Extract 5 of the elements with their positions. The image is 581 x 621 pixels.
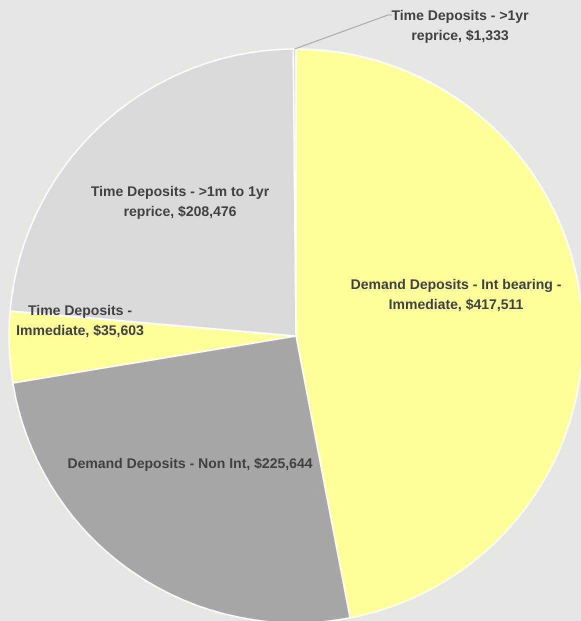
slice-label: Time Deposits - Immediate, $35,603	[16, 302, 144, 338]
slice-label: Demand Deposits - Int bearing - Immediate, $417,511	[350, 276, 562, 312]
slice-label: Time Deposits - >1yr reprice, $1,333	[391, 7, 530, 43]
slice-label: Demand Deposits - Non Int, $225,644	[67, 455, 313, 471]
slice-label: Time Deposits - >1m to 1yr reprice, $208,476	[90, 183, 270, 219]
